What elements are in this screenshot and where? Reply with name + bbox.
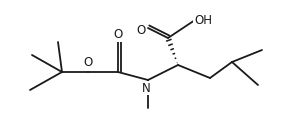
Text: OH: OH	[194, 15, 212, 27]
Text: O: O	[136, 23, 146, 37]
Text: N: N	[142, 81, 150, 95]
Text: O: O	[113, 29, 123, 41]
Text: O: O	[83, 55, 93, 69]
